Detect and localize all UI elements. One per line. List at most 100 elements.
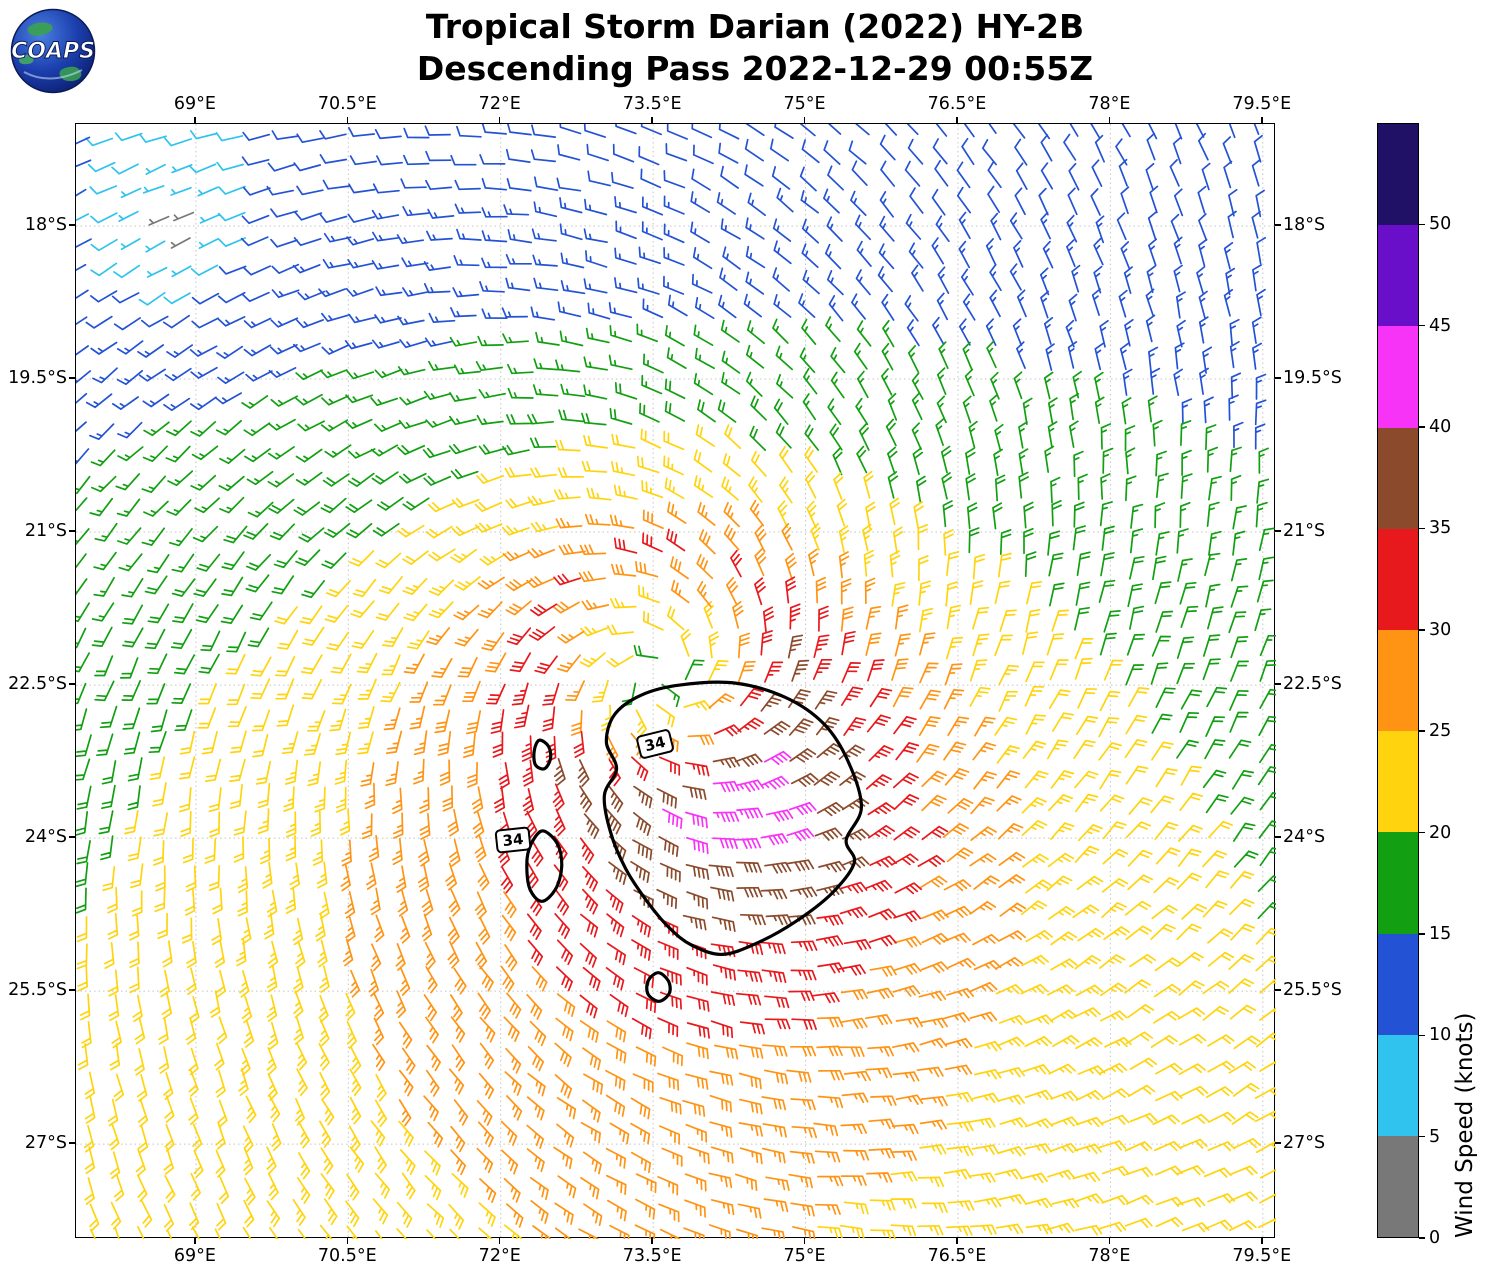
axis-tick-bottom <box>651 1238 653 1244</box>
axis-tick-top <box>498 117 501 123</box>
colorbar-band-10 <box>1378 933 1418 1035</box>
contour-34kt-main-34kt-region <box>602 680 864 957</box>
axis-tick-top <box>1108 117 1111 123</box>
colorbar-band-0 <box>1378 1135 1418 1238</box>
colorbar-tick-label-40: 40 <box>1429 417 1452 438</box>
colorbar-tick-label-25: 25 <box>1429 721 1452 742</box>
lon-axis-label-bottom: 76.5°E <box>927 1246 987 1264</box>
axis-tick-right <box>1275 224 1281 226</box>
axis-tick-top <box>194 117 196 123</box>
colorbar-band-40 <box>1378 326 1418 428</box>
axis-tick-right <box>1275 1142 1281 1144</box>
axis-tick-right <box>1275 377 1281 379</box>
wind-barbs-35kt <box>553 634 870 932</box>
chart-title-line2: Descending Pass 2022-12-29 00:55Z <box>416 49 1094 89</box>
colorbar-band-25 <box>1378 629 1418 732</box>
axis-tick-top <box>803 117 806 123</box>
axis-tick-left <box>69 224 75 226</box>
lat-axis-label-left: 21°S <box>24 521 67 542</box>
colorbar-tick-label-10: 10 <box>1429 1025 1452 1046</box>
lat-axis-label-left: 22.5°S <box>8 674 67 695</box>
colorbar-tick-label-30: 30 <box>1429 619 1452 640</box>
chart-title: Tropical Storm Darian (2022) HY-2B Desce… <box>0 6 1510 90</box>
axis-tick-top <box>956 117 958 123</box>
axis-tick-left <box>69 989 75 991</box>
lat-axis-label-right: 24°S <box>1283 827 1326 848</box>
lon-axis-label-top: 75°E <box>783 94 826 114</box>
lat-axis-label-left: 19.5°S <box>8 368 67 389</box>
colorbar-tick-label-20: 20 <box>1429 822 1452 843</box>
lon-axis-label-top: 79.5°E <box>1232 94 1292 114</box>
axis-tick-bottom <box>1108 1238 1111 1244</box>
colorbar-band-20 <box>1378 731 1418 833</box>
axis-tick-right <box>1275 530 1281 532</box>
colorbar-tick <box>1419 1034 1425 1037</box>
lat-axis-label-right: 27°S <box>1283 1133 1326 1154</box>
lat-axis-label-left: 25.5°S <box>8 980 67 1001</box>
lat-axis-label-left: 18°S <box>24 215 67 235</box>
lon-axis-label-bottom: 70.5°E <box>317 1246 377 1264</box>
coaps-logo: COAPS <box>10 8 96 94</box>
axis-tick-top <box>651 117 653 123</box>
wind-barbs-5kt <box>76 130 246 306</box>
contour-34kt-west-34kt-oval <box>532 738 553 771</box>
colorbar-band-5 <box>1378 1034 1418 1136</box>
colorbar-band-45 <box>1378 225 1418 327</box>
axis-tick-top <box>346 117 349 123</box>
axis-tick-right <box>1275 989 1281 991</box>
colorbar-band-50 <box>1378 124 1418 226</box>
colorbar-label: Wind Speed (knots) <box>1452 1012 1478 1238</box>
lon-axis-label-top: 72°E <box>478 94 521 114</box>
wind-barbs-10kt <box>76 124 1267 465</box>
axis-tick-right <box>1275 836 1281 838</box>
lat-axis-label-left: 27°S <box>24 1133 67 1154</box>
axis-tick-bottom <box>1261 1238 1263 1244</box>
axis-tick-left <box>69 683 75 685</box>
colorbar-tick <box>1419 1237 1425 1239</box>
lat-axis-label-right: 21°S <box>1283 521 1326 542</box>
colorbar-tick-label-45: 45 <box>1429 315 1452 336</box>
wind-barbs-15kt <box>76 316 1276 920</box>
colorbar-tick <box>1419 223 1425 226</box>
lon-axis-label-bottom: 78°E <box>1088 1246 1131 1264</box>
colorbar-band-30 <box>1378 528 1418 630</box>
axis-tick-bottom <box>498 1238 501 1244</box>
wind-barbs-0kt <box>148 211 195 249</box>
axis-tick-left <box>69 377 75 379</box>
colorbar-tick <box>1419 1135 1425 1138</box>
map-plot-area: 34 34 <box>75 123 1276 1239</box>
axis-tick-left <box>69 530 75 532</box>
axis-tick-bottom <box>346 1238 349 1244</box>
axis-tick-left <box>69 1142 75 1144</box>
lat-axis-label-right: 18°S <box>1283 215 1326 235</box>
axis-tick-right <box>1275 683 1281 685</box>
lon-axis-label-bottom: 72°E <box>478 1246 521 1264</box>
lat-axis-label-left: 24°S <box>24 827 67 848</box>
lon-axis-label-top: 78°E <box>1088 94 1131 114</box>
axis-tick-bottom <box>956 1238 958 1244</box>
colorbar-tick <box>1419 831 1425 834</box>
lat-axis-label-right: 22.5°S <box>1283 674 1342 695</box>
lon-axis-label-top: 69°E <box>173 94 216 114</box>
colorbar-tick-label-50: 50 <box>1429 214 1452 235</box>
colorbar-tick <box>1419 933 1425 935</box>
wind-barbs-40kt <box>662 750 817 855</box>
wind-barbs-25kt <box>340 499 1027 1239</box>
colorbar-tick-label-5: 5 <box>1429 1126 1441 1147</box>
colorbar <box>1377 123 1419 1238</box>
lon-axis-label-bottom: 75°E <box>783 1246 826 1264</box>
axis-tick-top <box>1261 117 1263 123</box>
coaps-logo-text: COAPS <box>11 39 95 64</box>
lon-axis-label-top: 70.5°E <box>317 94 377 114</box>
lon-axis-label-top: 76.5°E <box>927 94 987 114</box>
colorbar-tick <box>1419 324 1425 327</box>
colorbar-tick <box>1419 426 1425 428</box>
lon-axis-label-bottom: 79.5°E <box>1232 1246 1292 1264</box>
wind-barbs-20kt <box>76 424 1276 1239</box>
lon-axis-label-bottom: 69°E <box>173 1246 216 1264</box>
colorbar-tick-label-15: 15 <box>1429 923 1452 944</box>
contour-label-34: 34 <box>494 826 532 854</box>
lon-axis-label-bottom: 73.5°E <box>622 1246 682 1264</box>
colorbar-band-15 <box>1378 832 1418 934</box>
colorbar-tick <box>1419 527 1425 530</box>
